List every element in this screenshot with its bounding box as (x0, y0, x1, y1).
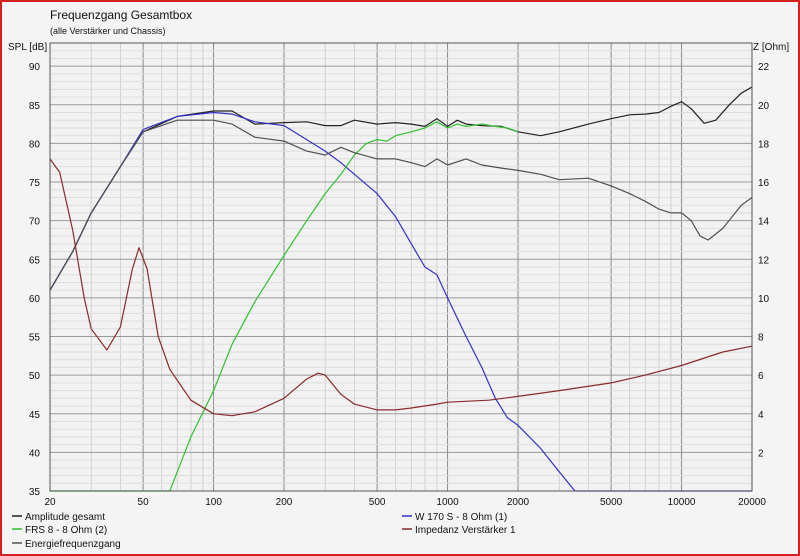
y-left-tick-label: 90 (29, 62, 41, 73)
x-tick-label: 10000 (668, 497, 696, 508)
y-right-tick-label: 18 (758, 139, 770, 150)
y-left-tick-label: 65 (29, 255, 41, 266)
x-tick-label: 5000 (600, 497, 623, 508)
x-tick-label: 50 (138, 497, 150, 508)
y-left-tick-label: 55 (29, 333, 41, 344)
y-right-tick-label: 16 (758, 178, 770, 189)
legend-label: Impedanz Verstärker 1 (415, 525, 516, 536)
legend-label: Amplitude gesamt (25, 512, 105, 523)
x-tick-label: 1000 (436, 497, 459, 508)
legend-label: Energiefrequenzgang (25, 539, 121, 550)
y-right-tick-label: 2 (758, 448, 764, 459)
legend-label: FRS 8 - 8 Ohm (2) (25, 525, 107, 536)
series-line-w-170-s-8-ohm-1 (49, 111, 752, 492)
y-left-tick-label: 80 (29, 139, 41, 150)
legend: Amplitude gesamt W 170 S - 8 Ohm (1) FRS 8… (12, 512, 516, 550)
series-line-impedanz-verst-rker-1 (49, 158, 753, 417)
x-axis-ticks: 20 50 100 200 500 1000 2000 5000 10000 20000 (44, 497, 766, 508)
y-left-tick-label: 50 (29, 371, 41, 382)
y-right-tick-label: 20 (758, 101, 770, 112)
y-left-tick-label: 75 (29, 178, 41, 189)
y-left-tick-label: 70 (29, 217, 41, 228)
plot-border (49, 42, 753, 492)
y-left-axis-label: SPL [dB] (8, 42, 47, 53)
y-left-tick-label: 35 (29, 487, 41, 498)
y-left-tick-label: 40 (29, 448, 41, 459)
series-layer (49, 86, 753, 492)
series-line-amplitude-gesamt (49, 86, 753, 291)
series-line-frs-8-8-ohm-2 (50, 121, 519, 492)
chart-title: Frequenzgang Gesamtbox (50, 8, 192, 22)
grid (50, 43, 752, 491)
y-right-tick-label: 22 (758, 62, 770, 73)
y-left-tick-label: 85 (29, 101, 41, 112)
x-tick-label: 2000 (507, 497, 530, 508)
y-right-tick-label: 4 (758, 410, 764, 421)
x-tick-label: 500 (369, 497, 386, 508)
x-tick-label: 100 (205, 497, 222, 508)
y-left-tick-label: 60 (29, 294, 41, 305)
legend-label: W 170 S - 8 Ohm (1) (415, 512, 507, 523)
y-right-tick-label: 10 (758, 294, 770, 305)
y-right-tick-label: 6 (758, 371, 764, 382)
y-right-tick-label: 12 (758, 255, 770, 266)
y-right-tick-label: 14 (758, 217, 770, 228)
x-tick-label: 20 (44, 497, 56, 508)
y-right-axis-label: Z [Ohm] (753, 42, 789, 53)
y-right-tick-label: 8 (758, 333, 764, 344)
series-line-energiefrequenzgang (49, 119, 753, 291)
y-left-axis-ticks: 35 40 45 50 55 60 65 70 75 80 85 90 (29, 62, 41, 498)
x-tick-label: 20000 (738, 497, 766, 508)
y-right-axis-ticks: 2 4 6 8 10 12 14 16 18 20 22 (758, 62, 770, 459)
y-left-tick-label: 45 (29, 410, 41, 421)
chart-subtitle: (alle Verstärker und Chassis) (50, 26, 166, 36)
x-tick-label: 200 (276, 497, 293, 508)
